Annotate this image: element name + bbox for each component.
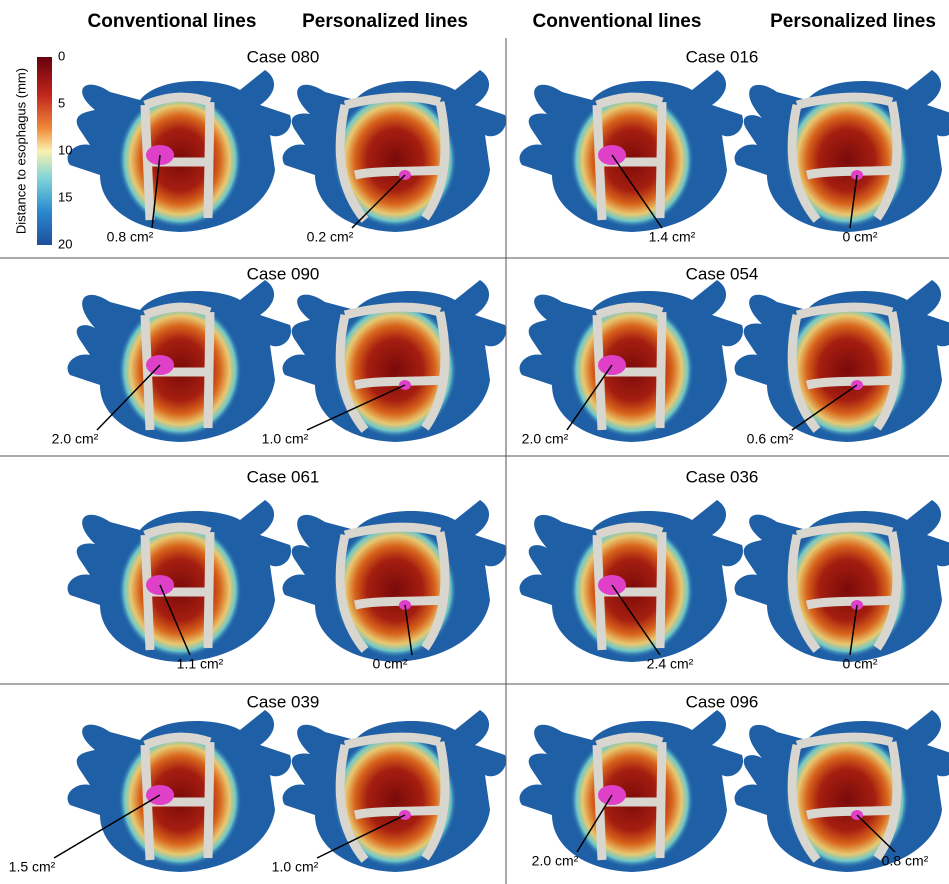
- area-label: 1.4 cm²: [649, 229, 696, 245]
- atrium-rendering: [735, 70, 949, 232]
- atrium-rendering: [735, 710, 949, 872]
- atrium-rendering: [283, 280, 506, 442]
- atrium-rendering: [68, 280, 291, 442]
- atrium-rendering: [68, 500, 291, 662]
- case-title: Case 039: [247, 692, 320, 711]
- figure: Conventional lines Personalized lines Co…: [0, 0, 949, 884]
- atrium-rendering: [735, 280, 949, 442]
- atrium-rendering: [520, 70, 743, 232]
- case-title: Case 090: [247, 264, 320, 283]
- area-label: 0 cm²: [373, 656, 408, 672]
- column-header: Conventional lines: [88, 11, 257, 32]
- page: Conventional lines Personalized lines Co…: [0, 0, 949, 884]
- atrium-rendering: [283, 70, 506, 232]
- area-label: 1.5 cm²: [9, 859, 56, 875]
- case-title: Case 054: [686, 264, 759, 283]
- area-label: 1.0 cm²: [272, 859, 319, 875]
- area-label: 0.6 cm²: [747, 431, 794, 447]
- area-label: 0 cm²: [843, 656, 878, 672]
- case-title: Case 016: [686, 47, 759, 66]
- colorbar-tick: 15: [58, 189, 72, 204]
- colorbar-tick: 10: [58, 142, 72, 157]
- atrium-rendering: [735, 500, 949, 662]
- area-label: 2.4 cm²: [647, 656, 694, 672]
- colorbar-tick: 0: [58, 48, 65, 63]
- area-label: 0.8 cm²: [882, 853, 929, 869]
- area-label: 0.8 cm²: [107, 229, 154, 245]
- atrium-rendering: [520, 710, 743, 872]
- colorbar-label: Distance to esophagus (mm): [13, 68, 28, 234]
- area-label: 0 cm²: [843, 229, 878, 245]
- area-label: 1.1 cm²: [177, 656, 224, 672]
- area-label: 0.2 cm²: [307, 229, 354, 245]
- area-label: 2.0 cm²: [52, 431, 99, 447]
- case-title: Case 061: [247, 467, 320, 486]
- case-title: Case 096: [686, 692, 759, 711]
- area-label: 2.0 cm²: [522, 431, 569, 447]
- atrium-rendering: [68, 70, 291, 232]
- column-header: Conventional lines: [533, 11, 702, 32]
- area-label: 2.0 cm²: [532, 853, 579, 869]
- panels: Case 080 0.8 cm² 0.2 cm² Case 016 1.4 cm² 0 c…: [9, 47, 949, 874]
- colorbar-tick: 20: [58, 236, 72, 251]
- atrium-rendering: [283, 500, 506, 662]
- colorbar: [37, 57, 52, 245]
- column-header: Personalized lines: [770, 11, 936, 32]
- column-header: Personalized lines: [302, 11, 468, 32]
- atrium-rendering: [283, 710, 506, 872]
- colorbar-tick: 5: [58, 95, 65, 110]
- area-label: 1.0 cm²: [262, 431, 309, 447]
- atrium-rendering: [520, 500, 743, 662]
- case-title: Case 036: [686, 467, 759, 486]
- atrium-rendering: [520, 280, 743, 442]
- case-title: Case 080: [247, 47, 320, 66]
- atrium-rendering: [68, 710, 291, 872]
